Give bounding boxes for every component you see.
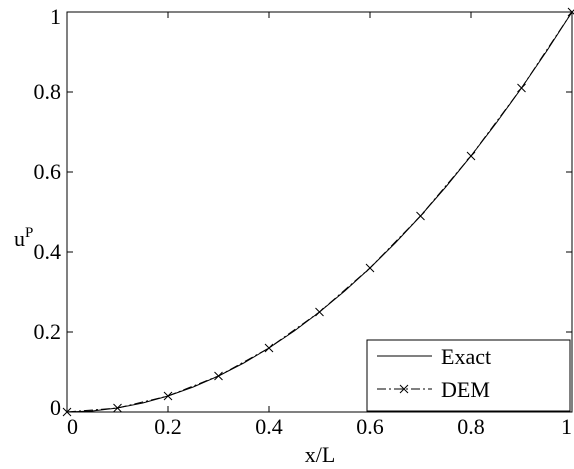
legend-marker-dem (399, 384, 409, 394)
y-axis-label: uP (14, 225, 33, 251)
legend: Exact DEM (366, 339, 571, 412)
data-point-marker (214, 371, 223, 381)
data-point-marker (466, 151, 476, 161)
y-axis-label-superscript: P (25, 225, 33, 241)
legend-label-exact: Exact (441, 344, 491, 369)
data-point-marker (113, 403, 122, 413)
y-tick-label: 0.2 (34, 319, 62, 344)
x-tick-label: 0.4 (255, 414, 283, 439)
data-point-marker (315, 307, 324, 317)
x-tick-label: 0 (67, 414, 78, 439)
y-tick-label: 0.4 (34, 239, 62, 264)
plot-frame (66, 11, 573, 413)
x-tick-label: 0.8 (457, 414, 485, 439)
x-tick-label: 0.2 (154, 414, 182, 439)
y-axis-label-main: u (14, 226, 25, 251)
x-axis-label: x/L (305, 442, 336, 467)
data-point-marker (264, 343, 274, 353)
data-point-marker (365, 263, 375, 273)
y-tick-label: 0.6 (34, 159, 62, 184)
y-tick-label: 0.8 (34, 79, 62, 104)
y-tick-label: 1 (50, 4, 61, 29)
legend-label-dem: DEM (441, 377, 490, 402)
series-layer (62, 7, 574, 417)
tick-labels: 0 0.2 0.4 0.6 0.8 1 0 0.2 0.4 0.6 0.8 1 (34, 4, 573, 439)
data-point-marker (517, 83, 526, 93)
data-point-marker (163, 391, 173, 401)
y-tick-label: 0 (50, 395, 61, 420)
x-tick-label: 1 (561, 414, 572, 439)
data-point-marker (416, 211, 425, 221)
x-tick-label: 0.6 (356, 414, 384, 439)
legend-box (366, 339, 571, 412)
